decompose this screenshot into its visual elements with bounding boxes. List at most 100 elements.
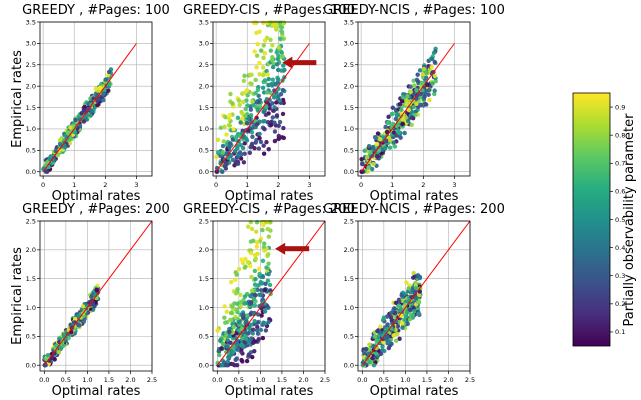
colorbar-tick-label: 0.7 xyxy=(615,160,625,168)
axes-frame xyxy=(212,21,326,177)
scatter-point xyxy=(386,345,392,351)
y-tick-label: 0.0 xyxy=(344,168,354,176)
scatter-point xyxy=(263,112,269,118)
y-tick-label: 2.5 xyxy=(344,61,354,69)
scatter-point xyxy=(258,139,264,145)
scatter-point xyxy=(267,282,273,288)
scatter-point xyxy=(45,353,51,358)
scatter-point xyxy=(265,72,270,77)
panel-title: GREEDY , #Pages: 200 xyxy=(22,202,170,217)
y-tick-label: 1.5 xyxy=(344,104,354,112)
y-tick-label: 3.5 xyxy=(344,18,354,26)
scatter-point xyxy=(427,97,432,103)
scatter-point xyxy=(279,68,284,73)
scatter-point xyxy=(106,69,112,75)
scatter-point xyxy=(253,256,258,261)
scatter-point xyxy=(374,154,380,159)
scatter-point xyxy=(375,131,381,136)
scatter-point xyxy=(420,72,426,77)
scatter-point xyxy=(381,340,386,345)
scatter-point xyxy=(254,244,260,249)
colorbar-tick-label: 0.8 xyxy=(615,131,625,139)
y-tick-label: 2.0 xyxy=(199,82,209,90)
scatter-point xyxy=(229,317,234,323)
scatter-point xyxy=(226,116,232,121)
scatter-point xyxy=(268,48,274,53)
scatter-point xyxy=(243,329,248,335)
scatter-point xyxy=(275,56,280,62)
scatter-point xyxy=(219,363,224,368)
scatter-point xyxy=(257,103,263,109)
scatter-point xyxy=(248,107,254,112)
scatter-point xyxy=(266,146,271,152)
scatter-point xyxy=(421,66,427,71)
scatter-point xyxy=(233,277,238,282)
y-tick-label: 1.0 xyxy=(344,125,354,133)
scatter-point xyxy=(239,342,244,347)
scatter-point xyxy=(266,271,271,277)
scatter-points xyxy=(360,270,423,368)
scatter-point xyxy=(227,329,232,335)
colorbar-tick-label: 0.4 xyxy=(615,244,625,252)
scatter-point xyxy=(391,333,396,338)
scatter-point xyxy=(422,94,427,99)
x-tick-label: 1 xyxy=(245,181,249,189)
scatter-point xyxy=(228,340,233,345)
panel-title: GREEDY , #Pages: 100 xyxy=(22,3,170,18)
scatter-point xyxy=(281,125,286,131)
x-tick-label: 0 xyxy=(214,181,218,189)
scatter-point xyxy=(276,136,282,141)
scatter-point xyxy=(240,260,246,266)
scatter-point xyxy=(262,241,267,246)
scatter-point xyxy=(227,145,232,150)
scatter-point xyxy=(268,288,273,293)
colorbar: 0.1 0.2 0.3 0.4 0.5 0.6 0.7 0.8 0.9 xyxy=(572,92,625,347)
scatter-point xyxy=(246,352,252,357)
scatter-panel-3: 0 1 2 3 0.0 0.5 1.0 1.5 2.0 2.5 3.0 3.5 xyxy=(344,18,471,189)
identity-line xyxy=(361,220,471,366)
y-tick-label: 1.0 xyxy=(26,125,36,133)
scatter-panel-2: 0 1 2 3 0.0 0.5 1.0 1.5 2.0 2.5 3.0 3.5 xyxy=(199,18,326,189)
scatter-point xyxy=(378,137,383,142)
scatter-point xyxy=(215,137,221,142)
y-tick-label: 2.0 xyxy=(344,82,354,90)
scatter-point xyxy=(256,337,261,342)
scatter-point xyxy=(432,91,437,97)
scatter-point xyxy=(418,102,424,108)
y-tick-label: 0.5 xyxy=(199,333,209,341)
scatter-point xyxy=(243,264,248,269)
scatter-point xyxy=(243,256,248,262)
scatter-point xyxy=(228,141,233,147)
x-tick-label: 0.5 xyxy=(379,376,389,384)
identity-line xyxy=(43,220,153,366)
scatter-point xyxy=(270,43,275,48)
scatter-point xyxy=(365,154,370,160)
y-tick-label: 1.0 xyxy=(199,304,209,312)
scatter-point xyxy=(400,325,405,330)
x-tick-label: 0 xyxy=(359,181,363,189)
scatter-point xyxy=(260,227,265,233)
x-axis-label: Optimal rates xyxy=(51,384,141,399)
scatter-point xyxy=(374,338,379,343)
scatter-point xyxy=(415,273,421,278)
scatter-point xyxy=(255,331,261,336)
scatter-point xyxy=(257,131,262,137)
colorbar-tick-label: 0.3 xyxy=(615,272,625,280)
scatter-point xyxy=(266,234,272,239)
scatter-points xyxy=(215,219,273,368)
scatter-point xyxy=(98,85,103,91)
scatter-point xyxy=(266,76,271,82)
scatter-point xyxy=(261,109,266,115)
x-axis-label: Optimal rates xyxy=(369,189,459,204)
scatter-point xyxy=(432,88,437,93)
scatter-point xyxy=(264,265,269,270)
scatter-point xyxy=(230,157,236,163)
scatter-point xyxy=(389,310,394,315)
scatter-point xyxy=(228,310,234,316)
scatter-point xyxy=(245,259,251,265)
scatter-point xyxy=(222,304,227,309)
scatter-point xyxy=(241,90,247,96)
scatter-point xyxy=(383,124,388,130)
scatter-point xyxy=(233,270,238,275)
scatter-point xyxy=(387,137,393,143)
